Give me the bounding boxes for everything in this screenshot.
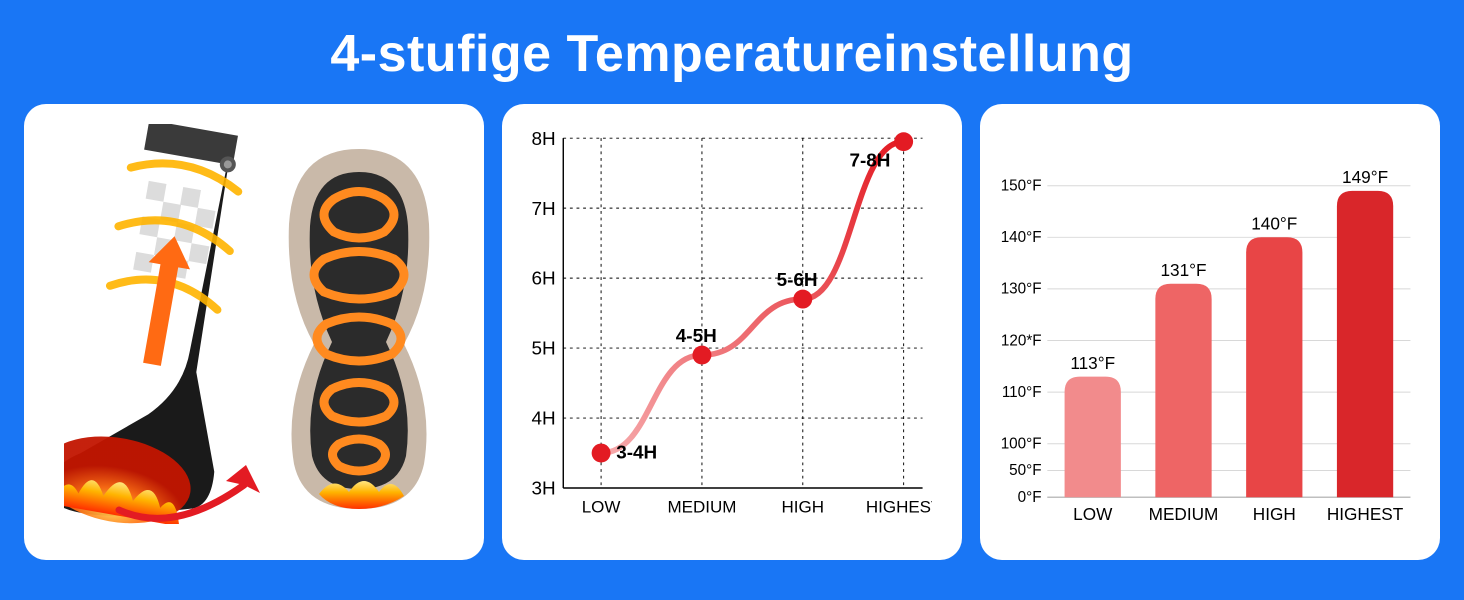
svg-text:140°F: 140°F: [1001, 229, 1042, 246]
svg-text:110°F: 110°F: [1002, 384, 1042, 401]
svg-text:3-4H: 3-4H: [616, 443, 657, 464]
svg-text:LOW: LOW: [1073, 504, 1113, 524]
panel-line-chart: 3H 4H 5H 6H 7H 8H 3-4H 4-5H 5-6H 7-8H LOW MEDIUM H…: [502, 104, 962, 560]
svg-text:4-5H: 4-5H: [676, 326, 717, 347]
svg-text:149°F: 149°F: [1342, 167, 1388, 187]
svg-text:113°F: 113°F: [1070, 353, 1115, 373]
svg-text:HIGH: HIGH: [1253, 504, 1296, 524]
svg-text:5-6H: 5-6H: [777, 270, 818, 291]
arrow-swoosh-icon: [114, 455, 284, 535]
svg-text:150°F: 150°F: [1001, 177, 1042, 194]
sock-insole-icon: [264, 144, 454, 514]
svg-text:140°F: 140°F: [1251, 214, 1297, 234]
svg-text:6H: 6H: [532, 269, 556, 290]
page-title: 4-stufige Temperatureinstellung: [0, 0, 1464, 104]
panel-row: 3H 4H 5H 6H 7H 8H 3-4H 4-5H 5-6H 7-8H LOW MEDIUM H…: [0, 104, 1464, 584]
svg-text:7-8H: 7-8H: [849, 150, 890, 171]
svg-text:5H: 5H: [532, 339, 556, 360]
svg-text:120*F: 120*F: [1001, 332, 1042, 349]
svg-text:7H: 7H: [532, 199, 556, 220]
svg-text:HIGH: HIGH: [782, 498, 825, 517]
svg-text:0°F: 0°F: [1018, 489, 1042, 506]
svg-text:100°F: 100°F: [1001, 435, 1042, 452]
svg-text:50°F: 50°F: [1009, 462, 1041, 479]
panel-bar-chart: 113°F 131°F 140°F 149°F LOW MEDIUM HIGH HIGHES…: [980, 104, 1440, 560]
svg-text:130°F: 130°F: [1001, 281, 1042, 298]
svg-text:LOW: LOW: [582, 498, 621, 517]
svg-text:HIGHEST: HIGHEST: [866, 498, 932, 517]
svg-text:4H: 4H: [532, 409, 556, 430]
duration-line-chart: 3H 4H 5H 6H 7H 8H 3-4H 4-5H 5-6H 7-8H LOW MEDIUM H…: [516, 128, 932, 536]
svg-text:131°F: 131°F: [1160, 260, 1206, 280]
svg-text:3H: 3H: [532, 479, 556, 500]
svg-text:8H: 8H: [532, 129, 556, 150]
svg-text:MEDIUM: MEDIUM: [1149, 504, 1219, 524]
temperature-bar-chart: 113°F 131°F 140°F 149°F LOW MEDIUM HIGH HIGHES…: [990, 124, 1420, 536]
panel-sock: [24, 104, 484, 560]
svg-text:MEDIUM: MEDIUM: [667, 498, 736, 517]
svg-text:HIGHEST: HIGHEST: [1327, 504, 1404, 524]
